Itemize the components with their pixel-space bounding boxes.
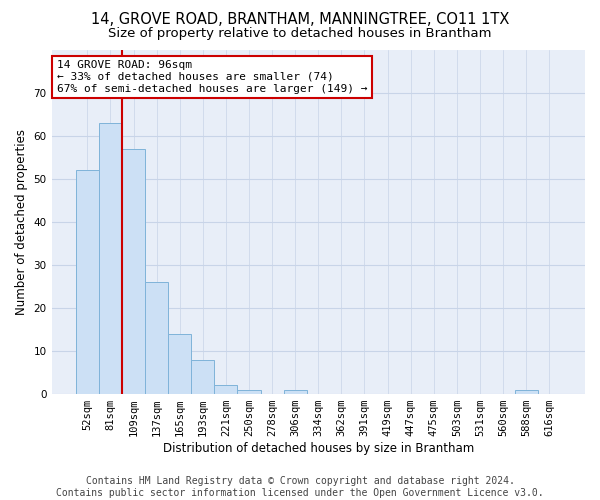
Bar — [122, 149, 145, 394]
Bar — [515, 390, 538, 394]
Bar — [191, 360, 214, 394]
Bar — [99, 123, 122, 394]
Bar — [214, 386, 238, 394]
Text: Contains HM Land Registry data © Crown copyright and database right 2024.
Contai: Contains HM Land Registry data © Crown c… — [56, 476, 544, 498]
Bar — [284, 390, 307, 394]
Bar — [238, 390, 260, 394]
Bar — [145, 282, 168, 394]
Text: 14, GROVE ROAD, BRANTHAM, MANNINGTREE, CO11 1TX: 14, GROVE ROAD, BRANTHAM, MANNINGTREE, C… — [91, 12, 509, 28]
X-axis label: Distribution of detached houses by size in Brantham: Distribution of detached houses by size … — [163, 442, 474, 455]
Bar — [76, 170, 99, 394]
Bar — [168, 334, 191, 394]
Y-axis label: Number of detached properties: Number of detached properties — [15, 129, 28, 315]
Text: 14 GROVE ROAD: 96sqm
← 33% of detached houses are smaller (74)
67% of semi-detac: 14 GROVE ROAD: 96sqm ← 33% of detached h… — [57, 60, 367, 94]
Text: Size of property relative to detached houses in Brantham: Size of property relative to detached ho… — [108, 28, 492, 40]
